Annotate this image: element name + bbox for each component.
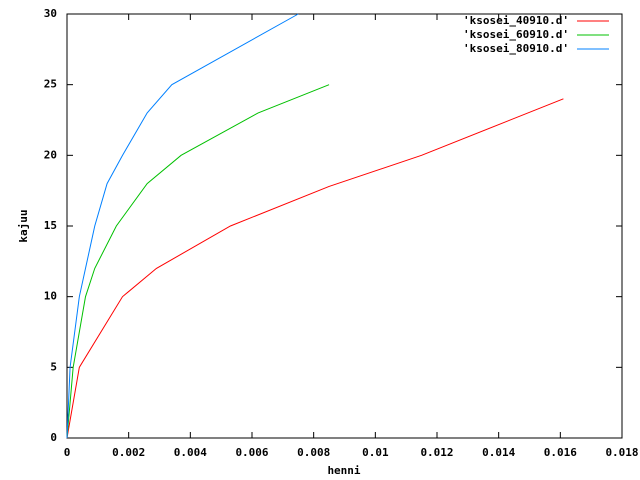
data-line <box>66 84 330 439</box>
x-tick-label: 0.004 <box>174 446 207 459</box>
x-tick-label: 0.006 <box>235 446 268 459</box>
data-line <box>66 13 299 439</box>
y-axis-label: kajuu <box>17 209 30 242</box>
x-tick-label: 0.014 <box>482 446 515 459</box>
y-tick-label: 30 <box>44 7 57 20</box>
x-tick-label: 0.016 <box>544 446 577 459</box>
x-axis-label: henni <box>327 464 360 477</box>
y-tick-label: 10 <box>44 290 57 303</box>
x-tick-label: 0.018 <box>605 446 638 459</box>
y-tick-label: 15 <box>44 219 57 232</box>
x-tick-label: 0.008 <box>297 446 330 459</box>
legend-label: 'ksosei_60910.d' <box>463 28 569 41</box>
y-tick-label: 0 <box>50 431 57 444</box>
x-tick-label: 0.012 <box>420 446 453 459</box>
x-tick-label: 0 <box>64 446 71 459</box>
x-tick-label: 0.002 <box>112 446 145 459</box>
plot-frame <box>66 13 623 439</box>
x-tick-label: 0.01 <box>362 446 389 459</box>
y-tick-label: 25 <box>44 78 57 91</box>
y-tick-label: 5 <box>50 360 57 373</box>
y-tick-label: 20 <box>44 148 57 161</box>
legend-label: 'ksosei_80910.d' <box>463 42 569 55</box>
legend-label: 'ksosei_40910.d' <box>463 14 569 27</box>
data-line <box>66 98 564 439</box>
